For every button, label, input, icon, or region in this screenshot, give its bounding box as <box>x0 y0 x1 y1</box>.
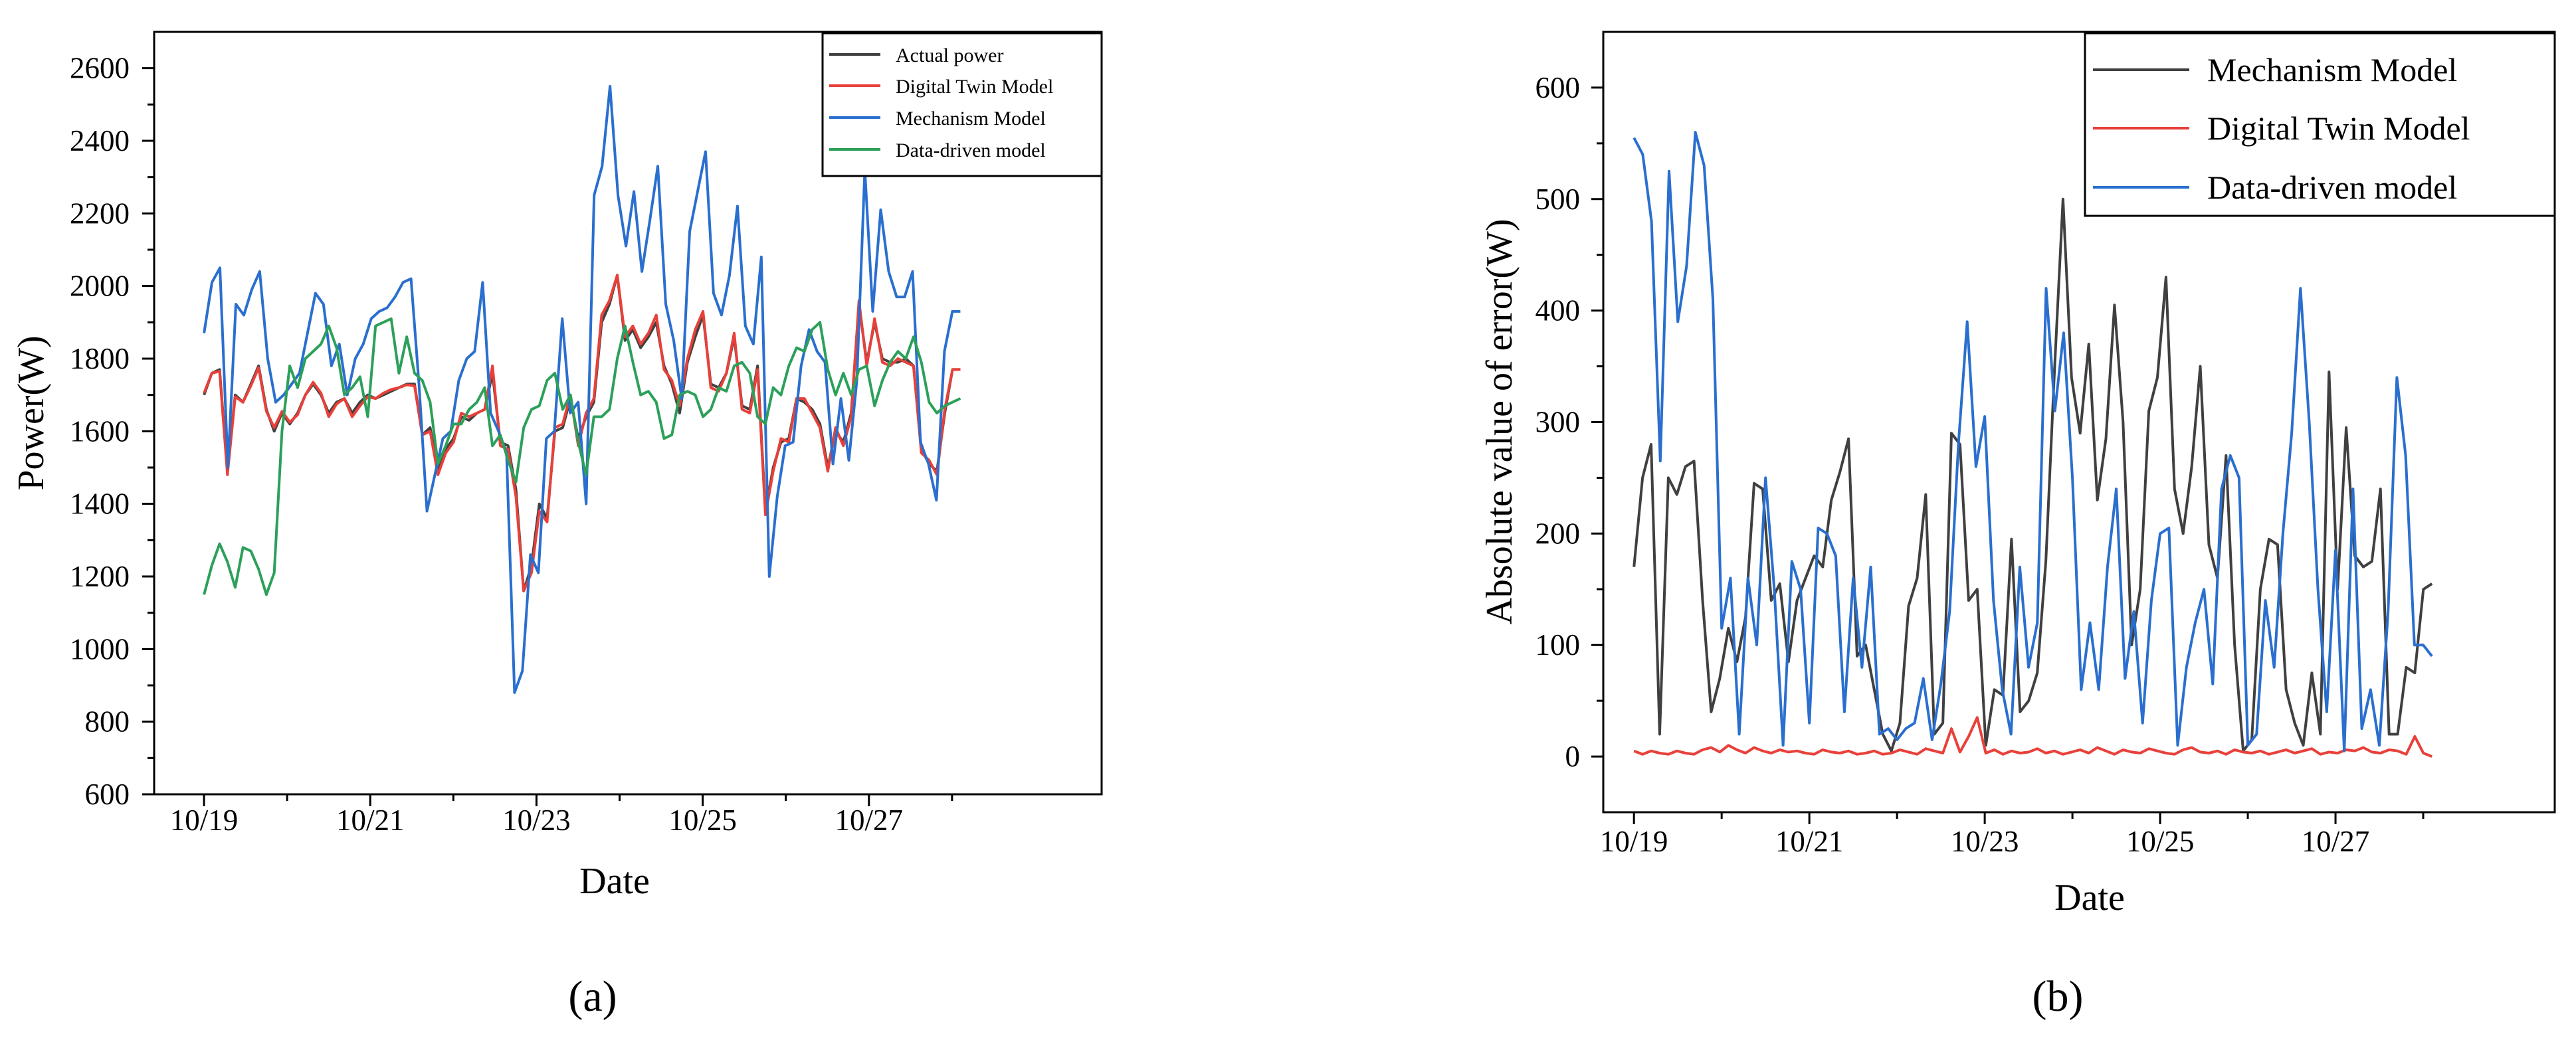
legend-label-a-2: Mechanism Model <box>896 108 1046 130</box>
y-tick-label: 2400 <box>70 124 130 157</box>
y-tick-label: 2600 <box>70 52 130 85</box>
x-tick-label: 10/23 <box>502 804 571 837</box>
plot-frame-a <box>153 31 1103 796</box>
y-tick-label: 200 <box>1536 517 1581 550</box>
y-tick-label: 1400 <box>70 487 130 521</box>
legend-a: Actual power Digital Twin Model Mechanis… <box>821 32 1103 177</box>
x-tick-label: 10/23 <box>1951 825 2019 858</box>
legend-label-a-1: Digital Twin Model <box>896 76 1053 98</box>
x-axis-title-b: Date <box>2054 877 2125 918</box>
y-tick-label: 600 <box>85 778 130 811</box>
chart-panel-a: 10/19 10/21 10/23 10/25 10/27 600 800 1000 1200… <box>11 31 1103 1021</box>
y-tick-label: 1800 <box>70 342 130 375</box>
x-tick-labels-b: 10/19 10/21 10/23 10/25 10/27 <box>1600 825 2369 858</box>
y-tick-label: 300 <box>1536 406 1581 439</box>
axis-ticks-a <box>142 67 953 806</box>
series-line-b-2 <box>1633 131 2433 752</box>
legend-b: Mechanism Model Digital Twin Model Data-… <box>2084 32 2556 217</box>
chart-panel-b: 10/19 10/21 10/23 10/25 10/27 0 100 200 300 400 5… <box>1479 31 2556 1021</box>
y-tick-label: 100 <box>1536 628 1581 661</box>
series-lines-b <box>1633 131 2433 758</box>
series-line-a-1 <box>203 274 961 592</box>
series-line-b-1 <box>1633 716 2432 758</box>
axis-ticks-b <box>1591 86 2425 824</box>
x-tick-label: 10/21 <box>1775 825 1844 858</box>
x-tick-label: 10/27 <box>2302 825 2370 858</box>
x-tick-label: 10/19 <box>170 804 239 837</box>
y-tick-label: 2000 <box>70 270 130 303</box>
y-tick-label: 800 <box>85 705 130 739</box>
y-tick-label: 1200 <box>70 560 130 593</box>
x-tick-label: 10/25 <box>2126 825 2195 858</box>
series-line-b-0 <box>1633 197 2433 752</box>
legend-box-b <box>2084 32 2556 217</box>
x-tick-labels-a: 10/19 10/21 10/23 10/25 10/27 <box>170 804 903 837</box>
panel-label-b: (b) <box>2032 972 2084 1021</box>
y-axis-title-b: Absolute value of error(W) <box>1479 218 1520 624</box>
legend-label-b-0: Mechanism Model <box>2207 51 2457 88</box>
y-tick-label: 400 <box>1536 294 1581 327</box>
x-tick-label: 10/19 <box>1600 825 1668 858</box>
legend-label-b-1: Digital Twin Model <box>2207 110 2470 147</box>
y-tick-label: 0 <box>1565 740 1581 773</box>
panel-label-a: (a) <box>568 972 617 1021</box>
y-axis-title-a: Power(W) <box>11 335 52 490</box>
series-lines-a <box>203 85 961 694</box>
x-axis-title-a: Date <box>579 861 650 902</box>
x-tick-label: 10/27 <box>835 804 903 837</box>
legend-box-a <box>821 32 1103 177</box>
legend-label-a-3: Data-driven model <box>896 139 1046 161</box>
y-tick-label: 600 <box>1536 71 1581 104</box>
legend-label-a-0: Actual power <box>896 44 1003 66</box>
x-tick-label: 10/25 <box>668 804 737 837</box>
y-tick-label: 500 <box>1536 183 1581 216</box>
y-tick-label: 1000 <box>70 632 130 665</box>
y-tick-labels-b: 0 100 200 300 400 500 600 <box>1536 71 1581 773</box>
legend-label-b-2: Data-driven model <box>2207 169 2457 206</box>
y-tick-labels-a: 600 800 1000 1200 1400 1600 1800 2000 2200 2400 26… <box>70 52 130 811</box>
y-tick-label: 1600 <box>70 414 130 448</box>
series-line-a-3 <box>203 317 961 596</box>
y-tick-label: 2200 <box>70 197 130 230</box>
x-tick-label: 10/21 <box>336 804 405 837</box>
